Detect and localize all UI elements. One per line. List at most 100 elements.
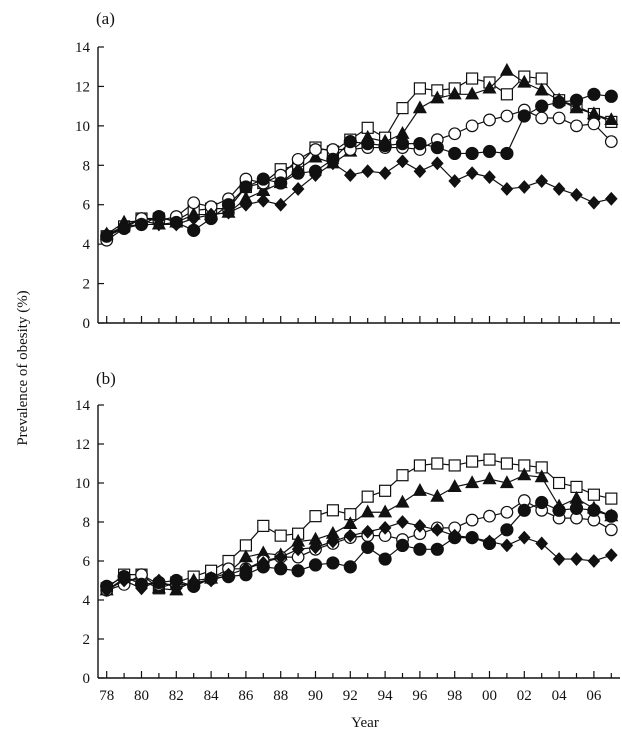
marker-diamond-filled	[256, 556, 270, 570]
marker-diamond-filled	[413, 519, 427, 533]
panel-a-axes: 0 2 4 6 8 10 12 14	[75, 40, 620, 332]
marker-circle-open	[500, 109, 514, 123]
panel-b-series-diamond-filled	[100, 515, 618, 598]
marker-square-open	[466, 72, 479, 85]
panel-a-ytick-label: 12	[75, 79, 90, 95]
marker-circle-filled	[448, 146, 462, 161]
marker-diamond-filled	[396, 154, 409, 169]
marker-diamond-filled	[291, 542, 305, 557]
panel-a-ytick-label: 6	[83, 198, 91, 214]
marker-diamond-filled	[378, 166, 392, 181]
marker-square-open	[396, 469, 409, 482]
marker-diamond-filled	[274, 197, 288, 212]
marker-triangle-filled	[412, 483, 427, 496]
marker-diamond-filled	[169, 581, 183, 596]
panel-b-ytick-label: 0	[83, 671, 91, 687]
panel-b-xtick-label: 04	[552, 688, 568, 704]
marker-square-open	[239, 539, 252, 552]
marker-circle-filled	[256, 172, 270, 186]
marker-diamond-filled	[535, 536, 549, 551]
marker-diamond-filled	[187, 575, 201, 590]
marker-circle-filled	[343, 560, 357, 574]
panel-a-ytick-label: 2	[83, 277, 91, 293]
marker-circle-open	[587, 117, 601, 131]
marker-diamond-filled	[100, 227, 114, 242]
marker-square-open	[309, 510, 322, 523]
marker-circle-filled	[343, 135, 357, 149]
marker-diamond-filled	[483, 170, 496, 185]
marker-diamond-filled	[204, 573, 218, 588]
panel-b-ytick-label: 6	[83, 554, 91, 570]
panel-a-label: (a)	[96, 9, 115, 28]
marker-circle-filled	[587, 87, 601, 101]
marker-diamond-filled	[117, 573, 131, 588]
panel-b-ytick-label: 14	[75, 398, 91, 414]
y-axis-title: Prevalence of obesity (%)	[15, 290, 31, 445]
marker-circle-filled	[500, 523, 514, 537]
marker-square-open	[500, 88, 513, 101]
marker-circle-filled	[535, 495, 549, 510]
panel-a-ytick-label: 8	[83, 158, 91, 174]
marker-triangle-filled	[517, 467, 532, 481]
marker-diamond-filled	[100, 583, 114, 598]
panel-b-xtick-label: 80	[134, 688, 149, 704]
panel-a-ytick-label: 0	[83, 316, 91, 332]
marker-triangle-filled	[569, 100, 584, 114]
marker-triangle-filled	[482, 471, 497, 485]
marker-diamond-filled	[326, 534, 340, 549]
marker-circle-open	[483, 509, 496, 523]
marker-diamond-filled	[152, 217, 166, 232]
panel-a-series-diamond-filled	[100, 154, 618, 242]
marker-diamond-filled	[517, 530, 531, 545]
marker-square-open	[396, 102, 409, 115]
marker-diamond-filled	[500, 538, 514, 553]
panel-b-xtick-label: 96	[412, 688, 428, 704]
marker-diamond-filled	[204, 207, 218, 222]
marker-diamond-filled	[500, 182, 514, 196]
panel-a-series-circle-filled	[100, 87, 618, 243]
marker-circle-filled	[378, 552, 392, 566]
marker-square-open	[552, 476, 566, 490]
marker-diamond-filled	[169, 217, 183, 232]
marker-triangle-filled	[378, 504, 393, 518]
panel-b-xtick-label: 88	[273, 688, 288, 704]
panel-b-xtick-label: 98	[447, 688, 462, 704]
marker-diamond-filled	[309, 540, 322, 555]
marker-diamond-filled	[517, 180, 531, 194]
marker-diamond-filled	[361, 164, 375, 179]
marker-triangle-filled	[534, 469, 549, 483]
marker-circle-filled	[517, 503, 531, 517]
marker-circle-filled	[430, 140, 444, 155]
panel-a-ytick-label: 4	[83, 237, 91, 253]
marker-circle-filled	[361, 137, 375, 151]
marker-diamond-filled	[552, 182, 566, 196]
panel-b-xtick-label: 94	[378, 688, 394, 704]
panel-b-series	[99, 453, 619, 598]
marker-diamond-filled	[604, 191, 618, 206]
marker-diamond-filled	[570, 552, 583, 566]
panel-b-xtick-label: 06	[586, 688, 602, 704]
marker-circle-filled	[378, 138, 392, 153]
marker-diamond-filled	[343, 168, 357, 183]
marker-circle-filled	[604, 509, 618, 523]
marker-circle-open	[465, 513, 479, 527]
marker-circle-filled	[361, 540, 375, 554]
marker-diamond-filled	[291, 182, 305, 196]
marker-diamond-filled	[135, 217, 148, 232]
marker-circle-open	[552, 111, 566, 125]
marker-triangle-filled	[308, 149, 323, 163]
marker-diamond-filled	[570, 187, 583, 202]
marker-circle-filled	[291, 564, 305, 578]
marker-diamond-filled	[483, 534, 496, 549]
marker-diamond-filled	[309, 168, 322, 183]
panel-b-series-square-open	[100, 453, 618, 595]
marker-diamond-filled	[239, 197, 253, 212]
marker-circle-open	[187, 196, 201, 210]
marker-diamond-filled	[135, 581, 148, 596]
panel-b-xtick-label: 82	[169, 688, 184, 704]
marker-circle-filled	[482, 144, 497, 159]
marker-circle-filled	[239, 180, 253, 194]
marker-circle-filled	[569, 501, 584, 515]
